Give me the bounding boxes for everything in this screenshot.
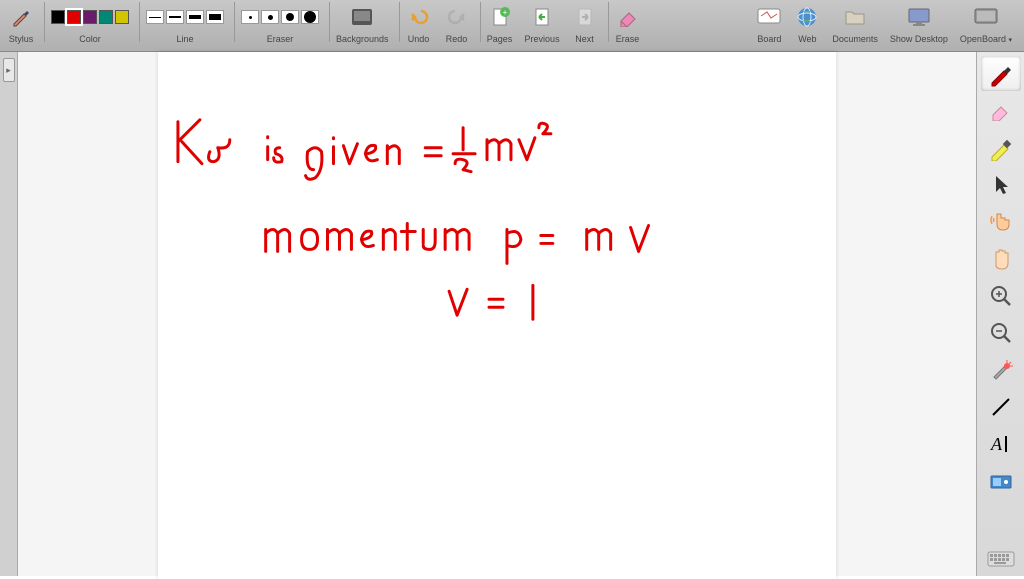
eraser-tool[interactable] [981,93,1021,128]
color-teal[interactable] [99,10,113,24]
divider [608,2,609,42]
backgrounds-group: Backgrounds [332,2,393,44]
eraser-label: Eraser [267,34,294,44]
svg-text:+: + [502,8,507,17]
divider [399,2,400,42]
svg-text:A: A [990,434,1003,454]
board-group: Board [752,2,786,44]
handwriting-layer [158,52,836,574]
documents-label: Documents [832,34,878,44]
capture-tool[interactable] [981,463,1021,498]
eraser-m[interactable] [281,10,299,24]
color-black[interactable] [51,10,65,24]
next-label: Next [575,34,594,44]
eraser-xs[interactable] [241,10,259,24]
previous-button[interactable] [529,4,555,30]
line-xthick[interactable] [206,10,224,24]
web-group: Web [790,2,824,44]
hand-tool[interactable] [981,241,1021,276]
erase-button[interactable] [615,4,641,30]
keyboard-tool[interactable] [981,541,1021,576]
previous-group: Previous [521,2,564,44]
pages-label: Pages [487,34,513,44]
laser-tool[interactable] [981,352,1021,387]
zoom-out-tool[interactable] [981,315,1021,350]
right-toolbar: A [976,52,1024,576]
text-tool[interactable]: A [981,426,1021,461]
stylus-label: Stylus [9,34,34,44]
line-label: Line [176,34,193,44]
stylus-group: Stylus [4,2,38,44]
openboard-button[interactable] [973,4,999,30]
eraser-l[interactable] [301,10,319,24]
left-panel-tab[interactable]: ▸ [0,52,18,576]
divider [234,2,235,42]
color-label: Color [79,34,101,44]
divider [480,2,481,42]
pages-button[interactable]: + [487,4,513,30]
pen-tool[interactable] [981,56,1021,91]
board-button[interactable] [756,4,782,30]
color-red[interactable] [67,10,81,24]
eraser-s[interactable] [261,10,279,24]
color-purple[interactable] [83,10,97,24]
pointer-tool[interactable] [981,167,1021,202]
highlighter-tool[interactable] [981,130,1021,165]
openboard-group: OpenBoard ▾ [956,2,1016,44]
next-group: Next [568,2,602,44]
stylus-button[interactable] [8,4,34,30]
show-desktop-group: Show Desktop [886,2,952,44]
web-button[interactable] [794,4,820,30]
show-desktop-label: Show Desktop [890,34,948,44]
openboard-label: OpenBoard ▾ [960,34,1012,44]
left-expand-icon[interactable]: ▸ [3,58,15,82]
zoom-in-tool[interactable] [981,278,1021,313]
canvas-background [18,52,976,576]
redo-group: Redo [440,2,474,44]
documents-button[interactable] [842,4,868,30]
top-toolbar: Stylus Color Line Eraser [0,0,1024,52]
line-med[interactable] [166,10,184,24]
show-desktop-button[interactable] [906,4,932,30]
divider [139,2,140,42]
erase-label: Erase [616,34,640,44]
backgrounds-label: Backgrounds [336,34,389,44]
backgrounds-button[interactable] [349,4,375,30]
next-button [572,4,598,30]
previous-label: Previous [525,34,560,44]
pages-group: + Pages [483,2,517,44]
eraser-size-group: Eraser [237,2,323,44]
whiteboard-page[interactable] [158,52,836,579]
web-label: Web [798,34,816,44]
color-group: Color [47,2,133,44]
undo-button[interactable] [406,4,432,30]
interact-tool[interactable] [981,204,1021,239]
divider [44,2,45,42]
redo-button [444,4,470,30]
board-label: Board [757,34,781,44]
line-group: Line [142,2,228,44]
redo-label: Redo [446,34,468,44]
color-yellow[interactable] [115,10,129,24]
line-thin[interactable] [146,10,164,24]
undo-label: Undo [408,34,430,44]
line-tool[interactable] [981,389,1021,424]
documents-group: Documents [828,2,882,44]
divider [329,2,330,42]
undo-group: Undo [402,2,436,44]
erase-group: Erase [611,2,645,44]
line-thick[interactable] [186,10,204,24]
canvas-area: ▸ [0,52,1024,576]
